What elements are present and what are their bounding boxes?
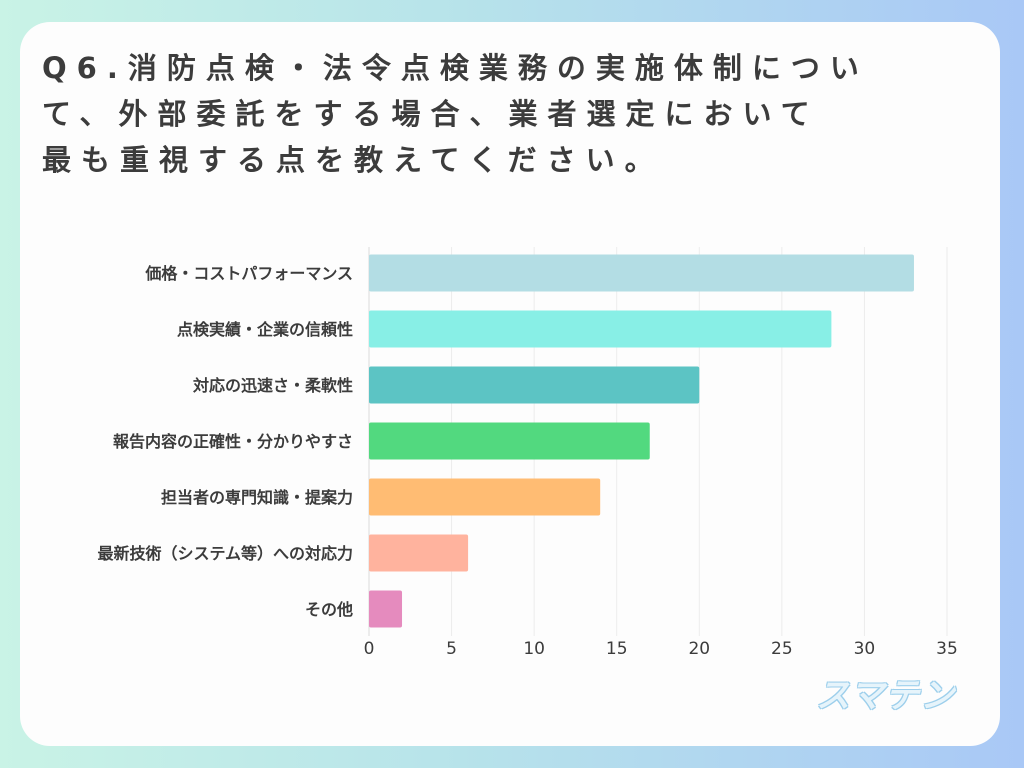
x-tick-label-15: 15	[606, 639, 628, 659]
question-title: Q6.消防点検・法令点検業務の実施体制につい て、外部委託をする場合、業者選定に…	[42, 45, 962, 183]
category-label-1: 点検実績・企業の信頼性	[177, 320, 353, 339]
x-tick-label-10: 10	[523, 639, 545, 659]
bar-5	[369, 534, 469, 572]
bar-3	[369, 422, 650, 460]
x-tick-label-5: 5	[446, 639, 457, 659]
brand-logo: スマテン	[816, 676, 955, 716]
bar-2	[369, 366, 700, 404]
question-line-3: 最も重視する点を教えてください。	[42, 143, 664, 177]
category-label-2: 対応の迅速さ・柔軟性	[192, 376, 353, 395]
category-label-5: 最新技術（システム等）への対応力	[97, 544, 353, 563]
category-label-3: 報告内容の正確性・分かりやすさ	[113, 432, 353, 451]
category-label-6: その他	[305, 600, 353, 619]
bar-0	[369, 254, 914, 292]
bar-1	[369, 310, 832, 348]
question-line-1: Q6.消防点検・法令点検業務の実施体制につい	[42, 51, 869, 85]
x-tick-label-25: 25	[771, 639, 793, 659]
x-tick-label-20: 20	[688, 639, 710, 659]
bar-6	[369, 590, 403, 628]
question-line-2: て、外部委託をする場合、業者選定において	[42, 97, 820, 131]
x-tick-label-30: 30	[854, 639, 876, 659]
category-label-0: 価格・コストパフォーマンス	[144, 264, 353, 283]
category-label-4: 担当者の専門知識・提案力	[161, 488, 353, 507]
x-tick-label-35: 35	[936, 639, 958, 659]
bar-4	[369, 478, 601, 516]
x-tick-label-0: 0	[364, 639, 375, 659]
